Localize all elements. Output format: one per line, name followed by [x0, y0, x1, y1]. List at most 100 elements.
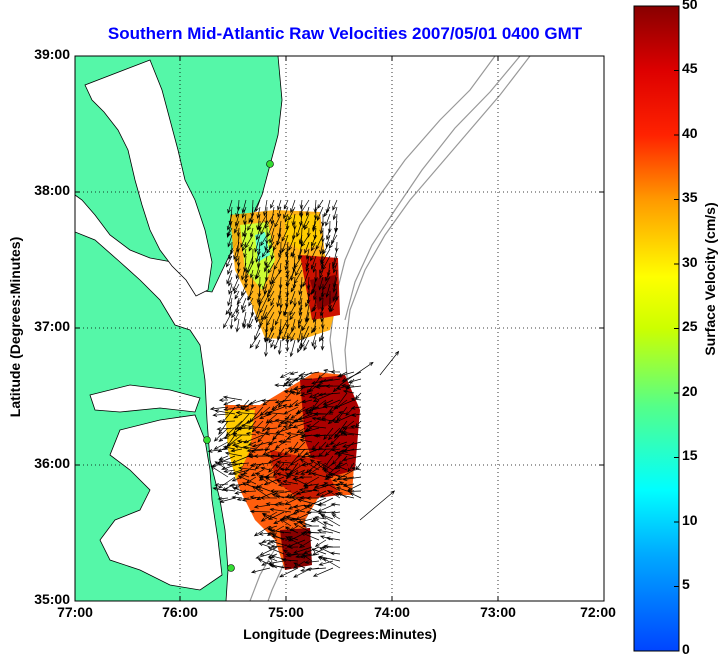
velocity-arrow [267, 220, 275, 238]
velocity-arrow [279, 518, 292, 527]
velocity-arrow [318, 276, 324, 291]
velocity-arrow [241, 241, 247, 252]
velocity-arrow [298, 304, 303, 317]
colorbar-ticks [674, 5, 679, 652]
velocity-arrow [303, 220, 310, 231]
velocity-arrow [248, 297, 254, 307]
velocity-arrow [291, 517, 306, 527]
velocity-arrow [311, 447, 334, 452]
radar-site-marker [203, 436, 211, 444]
velocity-arrow [222, 445, 236, 450]
velocity-arrow [288, 234, 296, 251]
velocity-arrow [233, 241, 240, 261]
velocity-arrow [312, 297, 317, 312]
colorbar-tick-label: 40 [682, 125, 698, 141]
velocity-arrow [342, 441, 362, 448]
velocity-arrow [298, 371, 320, 377]
velocity-arrow [325, 283, 331, 298]
velocity-arrow [236, 426, 256, 430]
velocity-arrow [298, 475, 313, 480]
velocity-arrow [291, 213, 296, 227]
velocity-arrow [246, 255, 254, 274]
velocity-arrow [289, 290, 296, 305]
velocity-arrow [278, 248, 282, 258]
colorbar-tick-label: 30 [682, 254, 698, 270]
velocity-arrow [265, 426, 278, 431]
velocity-arrow [297, 290, 303, 306]
velocity-arrow [322, 455, 334, 471]
velocity-arrow [298, 488, 320, 492]
velocity-arrow [288, 399, 299, 408]
velocity-arrow [312, 567, 334, 577]
velocity-arrow [274, 383, 292, 388]
lon-tick-label: 75:00 [268, 604, 304, 620]
velocity-arrow [227, 262, 233, 275]
colorbar-tick-label: 0 [682, 641, 690, 657]
velocity-arrow [242, 445, 257, 450]
velocity-arrow [311, 332, 317, 347]
velocity-arrow [316, 461, 334, 471]
colorbar-tick-label: 35 [682, 189, 698, 205]
velocity-arrow [254, 304, 261, 321]
velocity-arrow [279, 420, 292, 425]
lat-tick-label: 39:00 [34, 46, 70, 62]
velocity-arrow [290, 199, 296, 214]
velocity-arrow [278, 241, 283, 255]
velocity-arrow [258, 542, 271, 548]
velocity-arrow [222, 488, 236, 492]
velocity-arrow [299, 199, 304, 210]
velocity-arrow [306, 290, 311, 305]
velocity-arrow [277, 392, 292, 408]
velocity-arrow [272, 234, 282, 252]
velocity-arrow [261, 304, 268, 321]
velocity-arrow [298, 283, 303, 296]
velocity-arrow [259, 495, 278, 500]
velocity-arrow [266, 283, 275, 299]
velocity-arrow [243, 248, 247, 258]
velocity-arrow [350, 466, 362, 471]
velocity-arrow [313, 339, 317, 350]
velocity-arrow [278, 439, 292, 444]
velocity-arrow [255, 227, 261, 241]
velocity-arrow [297, 498, 320, 506]
velocity-arrow [284, 417, 299, 422]
velocity-arrow [331, 455, 341, 465]
velocity-arrow [251, 420, 264, 433]
velocity-arrow [296, 220, 303, 238]
velocity-arrow [379, 350, 400, 376]
velocity-arrow [350, 397, 362, 402]
velocity-arrow [310, 283, 317, 296]
velocity-arrow [322, 241, 331, 255]
velocity-arrow [324, 476, 334, 481]
velocity-arrow [341, 430, 362, 436]
velocity-arrow [312, 392, 327, 399]
velocity-arrow [230, 448, 243, 453]
velocity-arrow [255, 199, 261, 213]
velocity-arrow [328, 472, 348, 478]
velocity-arrow [299, 384, 320, 389]
velocity-arrow [290, 332, 296, 343]
velocity-arrow [267, 419, 278, 424]
velocity-arrow [214, 409, 236, 415]
velocity-arrow [235, 206, 240, 218]
velocity-arrow [298, 297, 303, 313]
velocity-arrow [355, 462, 362, 471]
radar-site-marker [266, 160, 274, 168]
velocity-arrow [234, 290, 240, 300]
velocity-arrow [318, 560, 334, 566]
velocity-arrow [268, 557, 278, 562]
velocity-arrow [301, 332, 310, 349]
velocity-arrow [242, 304, 247, 314]
x-axis-label: Longitude (Degrees:Minutes) [243, 626, 437, 642]
velocity-arrow [349, 492, 362, 499]
velocity-arrow [269, 489, 285, 494]
velocity-arrow [264, 476, 278, 485]
velocity-arrow [323, 427, 334, 441]
velocity-arrow [293, 546, 313, 554]
velocity-arrow [294, 399, 306, 407]
velocity-arrow [228, 283, 233, 295]
velocity-arrow [293, 562, 306, 569]
velocity-arrow [288, 206, 296, 221]
velocity-arrow [217, 476, 236, 489]
velocity-arrow [279, 371, 292, 379]
